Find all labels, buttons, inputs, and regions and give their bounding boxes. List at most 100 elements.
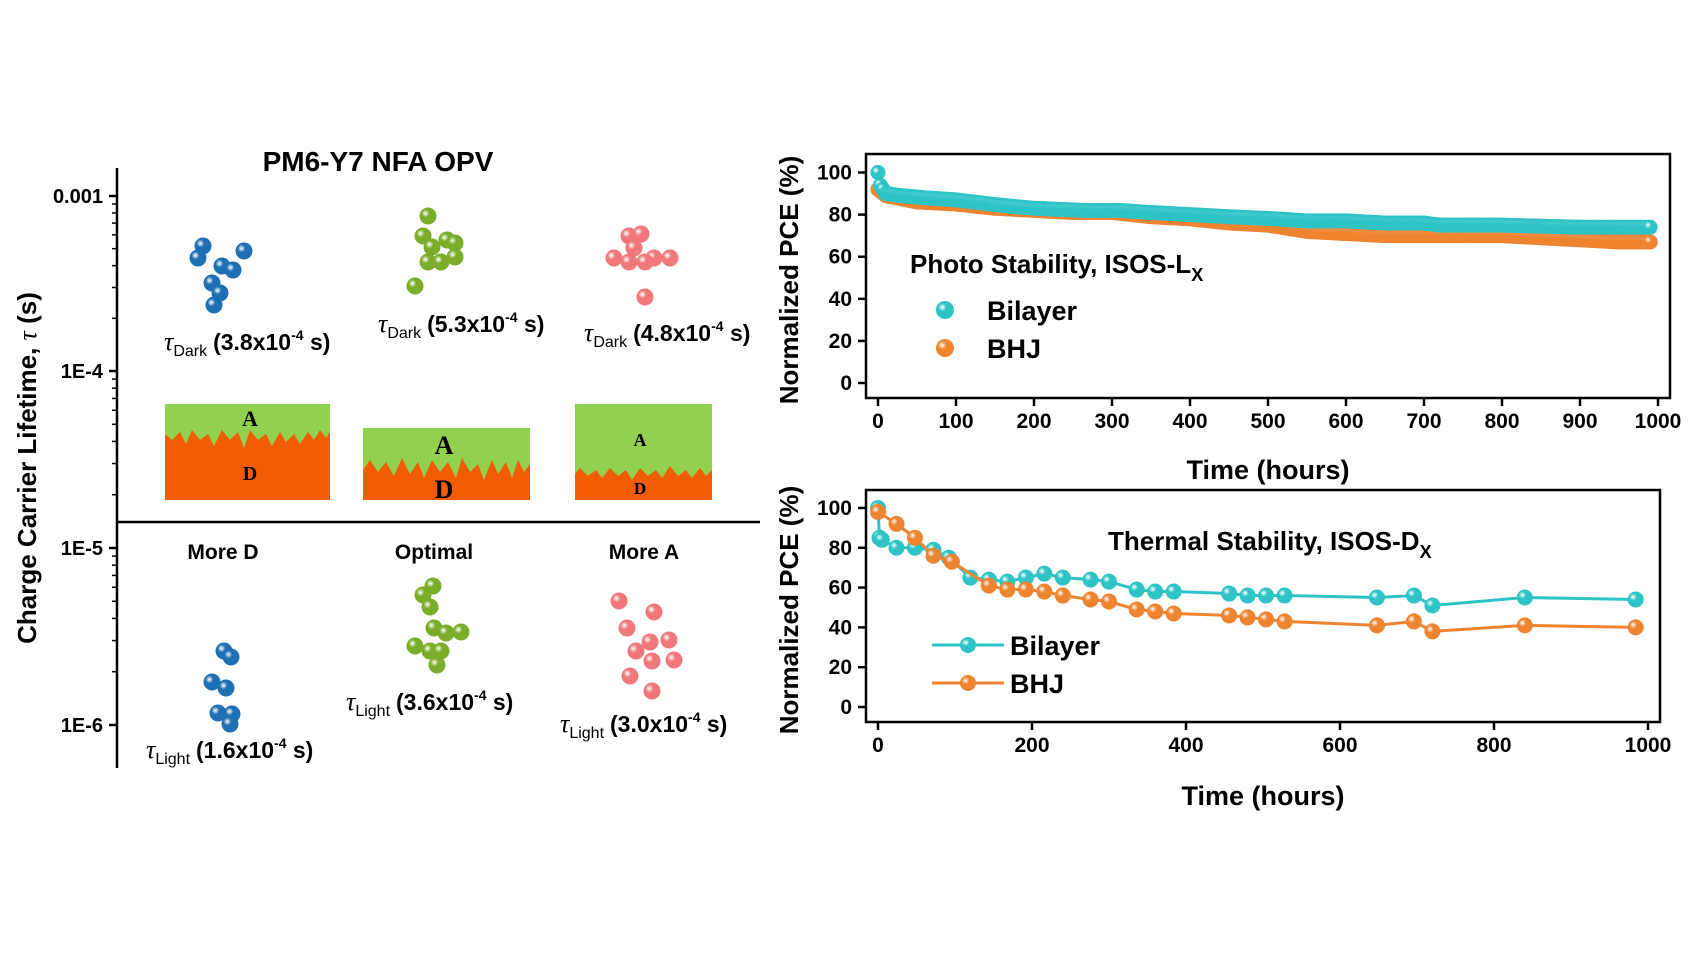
- tau-dark-more-a: τDark (4.8x10-4 s): [584, 318, 750, 351]
- molecule-sphere: [432, 642, 450, 660]
- molecule-sphere: [446, 234, 464, 252]
- column-label-more-a: More A: [609, 541, 679, 564]
- x-tick-label: 300: [1094, 410, 1129, 433]
- lifetime-y-tick-label: 1E-6: [61, 715, 103, 737]
- legend-label: BHJ: [1010, 669, 1064, 699]
- x-tick-label: 1000: [1625, 734, 1672, 757]
- lifetime-panel: PM6-Y7 NFA OPV 0.001 1E-4 1E-5 1E-6 Charge …: [12, 146, 760, 768]
- x-tick-label: 700: [1406, 410, 1441, 433]
- tau-dark-optimal: τDark (5.3x10-4 s): [378, 309, 544, 342]
- legend: Bilayer BHJ: [932, 631, 1101, 699]
- data-point: [1239, 587, 1256, 604]
- data-point: [1516, 589, 1533, 606]
- legend-marker: [936, 301, 954, 319]
- x-tick-label: 0: [872, 410, 884, 433]
- molecule-sphere: [428, 656, 446, 674]
- x-tick-label: 600: [1328, 410, 1363, 433]
- acceptor-label: A: [634, 430, 647, 450]
- data-point: [1101, 593, 1117, 610]
- y-tick-label: 0: [840, 696, 852, 719]
- x-axis-label: Time (hours): [1181, 781, 1344, 811]
- data-point: [1276, 587, 1293, 604]
- data-point: [1101, 573, 1117, 590]
- donor-label: D: [634, 479, 646, 498]
- x-tick-label: 400: [1168, 734, 1203, 757]
- data-point: [1036, 565, 1053, 582]
- x-tick-label: 0: [872, 734, 884, 757]
- y-tick-label: 80: [829, 537, 852, 560]
- legend-label: BHJ: [987, 334, 1041, 364]
- lifetime-y-ticks: 0.001 1E-4 1E-5 1E-6: [53, 186, 117, 737]
- acceptor-label: A: [435, 431, 454, 460]
- data-point: [1642, 219, 1658, 235]
- lifetime-y-label: Charge Carrier Lifetime, τ (s): [12, 292, 42, 644]
- column-label-more-d: More D: [187, 541, 258, 564]
- data-point: [870, 503, 886, 520]
- data-point: [1017, 569, 1034, 586]
- series-bhj: [870, 503, 1644, 640]
- donor-label: D: [435, 475, 454, 504]
- molecule-sphere: [665, 651, 683, 669]
- y-tick-label: 40: [829, 288, 852, 311]
- morphology-more-a: A D: [575, 404, 712, 500]
- molecule-sphere: [446, 248, 464, 266]
- molecule-sphere: [625, 239, 643, 257]
- data-point: [1239, 609, 1256, 626]
- legend-label: Bilayer: [987, 296, 1078, 326]
- molecule-sphere: [423, 238, 441, 256]
- y-axis-label: Normalized PCE (%): [774, 156, 804, 405]
- lifetime-y-tick-label: 0.001: [53, 186, 103, 208]
- molecule-sphere: [618, 619, 636, 637]
- molecule-sphere: [406, 637, 424, 655]
- molecule-sphere: [660, 631, 678, 649]
- data-point: [870, 165, 886, 181]
- molecule-sphere: [235, 242, 253, 260]
- column-label-optimal: Optimal: [395, 541, 473, 564]
- legend-marker: [960, 637, 976, 653]
- molecule-sphere: [419, 253, 437, 271]
- data-point: [1165, 605, 1182, 622]
- data-point: [943, 553, 960, 570]
- y-tick-label: 100: [817, 162, 852, 185]
- data-point: [1017, 581, 1034, 598]
- molecule-sphere: [419, 207, 437, 225]
- y-axis-label: Normalized PCE (%): [774, 486, 804, 735]
- y-tick-label: 100: [817, 497, 852, 520]
- molecule-sphere: [645, 603, 663, 621]
- data-point: [1424, 597, 1441, 614]
- data-point: [1054, 569, 1071, 586]
- molecule-sphere: [437, 624, 455, 642]
- x-axis-label: Time (hours): [1186, 455, 1349, 485]
- data-point: [1221, 585, 1238, 602]
- molecule-sphere: [421, 598, 439, 616]
- data-point: [1516, 617, 1533, 634]
- x-tick-label: 200: [1016, 410, 1051, 433]
- molecule-sphere: [643, 682, 661, 700]
- data-point: [1368, 617, 1385, 634]
- y-tick-label: 80: [829, 204, 852, 227]
- data-point: [1054, 587, 1071, 604]
- data-point: [980, 577, 997, 594]
- data-point: [1276, 613, 1293, 630]
- molecule-sphere: [661, 249, 679, 267]
- y-tick-label: 60: [829, 577, 852, 600]
- molecule-sphere: [636, 253, 654, 271]
- data-point: [1221, 607, 1238, 624]
- x-tick-label: 500: [1250, 410, 1285, 433]
- chart-title: Photo Stability, ISOS-LX: [910, 249, 1203, 285]
- data-point: [888, 539, 905, 556]
- x-tick-label: 400: [1172, 410, 1207, 433]
- x-tick-label: 600: [1322, 734, 1357, 757]
- molecule-sphere: [632, 225, 650, 243]
- x-tick-label: 200: [1014, 734, 1049, 757]
- data-point: [1082, 591, 1099, 608]
- y-tick-label: 20: [829, 656, 852, 679]
- molecule-sphere: [189, 249, 207, 267]
- tau-light-optimal: τLight (3.6x10-4 s): [346, 687, 513, 720]
- legend: Bilayer BHJ: [936, 296, 1078, 364]
- plot-frame: [864, 488, 1662, 724]
- molecule-sphere: [627, 642, 645, 660]
- molecule-sphere: [221, 715, 239, 733]
